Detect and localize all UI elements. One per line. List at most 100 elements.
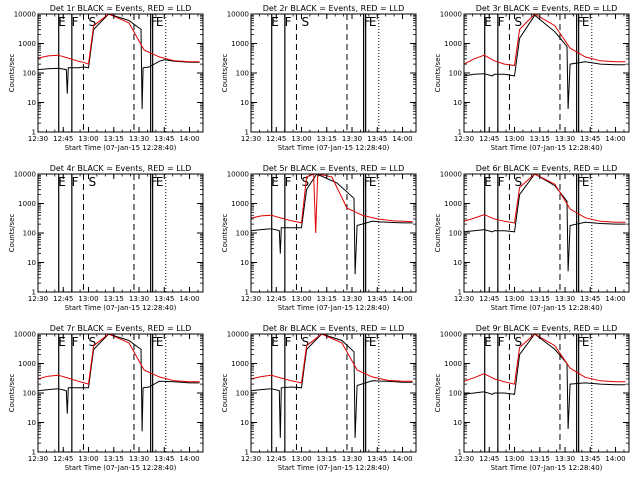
time-marker-label: E (58, 15, 66, 29)
x-tick-label: 12:45 (53, 455, 73, 463)
y-tick-label: 1000 (18, 40, 36, 48)
time-marker-label: F (151, 335, 158, 349)
lld-series-line (38, 334, 200, 385)
y-tick-label: 1 (245, 449, 249, 457)
time-marker-label: E (156, 15, 164, 29)
y-tick-label: 10 (240, 259, 249, 267)
x-tick-label: 13:30 (555, 455, 575, 463)
time-marker-label: F (72, 15, 79, 29)
x-axis-label: Start Time (07-Jan-15 12:28:40) (491, 144, 603, 152)
time-marker-label: F (498, 15, 505, 29)
time-marker-label: S (89, 15, 97, 29)
panel-title: Det 8r BLACK = Events, RED = LLD (263, 324, 405, 333)
time-marker-label: F (285, 335, 292, 349)
time-marker-label: E (582, 335, 590, 349)
x-tick-label: 13:00 (291, 295, 311, 303)
y-tick-label: 10 (453, 259, 462, 267)
x-tick-label: 13:00 (78, 455, 98, 463)
x-tick-label: 13:45 (367, 455, 387, 463)
y-tick-label: 1 (32, 289, 36, 297)
x-tick-label: 12:45 (479, 135, 499, 143)
y-tick-label: 10 (27, 419, 36, 427)
time-marker-label: F (151, 15, 158, 29)
time-marker-label: E (484, 335, 492, 349)
y-tick-label: 10000 (227, 11, 249, 19)
x-tick-label: 14:00 (179, 295, 199, 303)
y-tick-label: 100 (236, 70, 249, 78)
x-tick-label: 13:45 (367, 135, 387, 143)
x-axis-label: Start Time (07-Jan-15 12:28:40) (278, 304, 390, 312)
y-tick-label: 10000 (227, 171, 249, 179)
x-tick-label: 13:15 (317, 295, 337, 303)
x-tick-label: 13:30 (342, 295, 362, 303)
x-tick-label: 12:45 (266, 455, 286, 463)
x-tick-label: 14:00 (392, 455, 412, 463)
y-tick-label: 100 (449, 390, 462, 398)
x-tick-label: 14:00 (605, 135, 625, 143)
x-tick-label: 13:15 (104, 455, 124, 463)
panel-title: Det 7r BLACK = Events, RED = LLD (50, 324, 192, 333)
y-tick-label: 10000 (14, 171, 36, 179)
x-tick-label: 12:45 (479, 295, 499, 303)
y-tick-label: 1000 (18, 360, 36, 368)
x-tick-label: 13:30 (129, 455, 149, 463)
lld-series-line (251, 334, 413, 384)
y-tick-label: 1000 (444, 200, 462, 208)
events-series-line (251, 334, 413, 438)
x-tick-label: 13:30 (555, 295, 575, 303)
lld-series-line (464, 334, 626, 385)
x-tick-label: 12:30 (241, 455, 261, 463)
time-marker-label: S (89, 175, 97, 189)
events-series-line (464, 14, 626, 110)
x-tick-label: 14:00 (605, 295, 625, 303)
time-marker-label: E (156, 175, 164, 189)
lld-series-line (464, 174, 626, 224)
x-tick-label: 14:00 (392, 135, 412, 143)
time-marker-label: S (515, 335, 523, 349)
y-tick-label: 100 (23, 230, 36, 238)
x-tick-label: 13:45 (154, 135, 174, 143)
plot-frame (37, 173, 204, 293)
time-marker-label: E (156, 335, 164, 349)
y-tick-label: 10000 (227, 331, 249, 339)
time-marker-label: F (285, 15, 292, 29)
y-tick-label: 10 (240, 99, 249, 107)
x-tick-label: 13:30 (555, 135, 575, 143)
time-marker-label: E (582, 175, 590, 189)
time-marker-label: S (302, 335, 310, 349)
x-tick-label: 14:00 (179, 455, 199, 463)
x-tick-label: 13:15 (530, 455, 550, 463)
y-axis-label: Counts/sec (434, 374, 442, 413)
time-marker-label: E (271, 175, 279, 189)
panel-title: Det 9r BLACK = Events, RED = LLD (476, 324, 618, 333)
y-tick-label: 100 (23, 70, 36, 78)
x-tick-label: 12:45 (266, 295, 286, 303)
time-marker-label: F (285, 175, 292, 189)
y-axis-label: Counts/sec (8, 374, 16, 413)
time-marker-label: S (302, 15, 310, 29)
x-tick-label: 12:45 (53, 135, 73, 143)
x-tick-label: 12:30 (28, 135, 48, 143)
x-tick-label: 13:45 (580, 135, 600, 143)
x-tick-label: 12:45 (53, 295, 73, 303)
events-series-line (38, 14, 200, 110)
time-marker-label: E (369, 15, 377, 29)
y-tick-label: 10 (453, 99, 462, 107)
time-marker-label: F (577, 15, 584, 29)
x-tick-label: 13:15 (104, 135, 124, 143)
x-tick-label: 13:00 (78, 295, 98, 303)
x-tick-label: 13:15 (317, 455, 337, 463)
events-series-line (464, 334, 626, 430)
time-marker-label: E (58, 335, 66, 349)
lld-series-line (464, 14, 626, 67)
x-tick-label: 13:45 (154, 455, 174, 463)
x-tick-label: 13:45 (154, 295, 174, 303)
x-axis-label: Start Time (07-Jan-15 12:28:40) (278, 144, 390, 152)
y-tick-label: 1 (245, 129, 249, 137)
y-tick-label: 10000 (440, 171, 462, 179)
